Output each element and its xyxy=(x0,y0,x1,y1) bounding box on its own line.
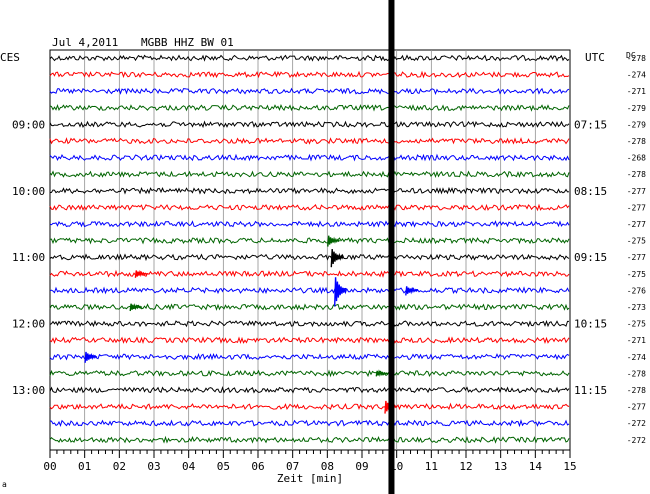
right-time-label: 11:15 xyxy=(574,384,607,397)
dc-offset-label: -278 xyxy=(627,386,646,395)
right-time-label: 09:15 xyxy=(574,251,607,264)
x-tick-label: 07 xyxy=(286,460,299,473)
seismic-trace xyxy=(49,103,570,112)
x-tick-label: 00 xyxy=(43,460,56,473)
seismic-trace xyxy=(49,385,570,394)
chart-station: MGBB HHZ BW 01 xyxy=(141,36,234,49)
dc-offset-label: -275 xyxy=(627,320,646,329)
left-time-label: 12:00 xyxy=(12,318,45,331)
dc-offset-label: -279 xyxy=(627,104,646,113)
x-tick-label: 13 xyxy=(494,460,507,473)
right-time-label: 08:15 xyxy=(574,185,607,198)
dc-offset-label: -277 xyxy=(627,220,646,229)
seismic-event xyxy=(405,286,418,296)
dc-offset-label: -278 xyxy=(627,369,646,378)
left-time-label: 09:00 xyxy=(12,118,45,131)
dc-offset-label: -277 xyxy=(627,187,646,196)
x-tick-label: 03 xyxy=(147,460,160,473)
plot-frame xyxy=(49,49,571,451)
seismic-event xyxy=(330,248,344,268)
dc-label: DC xyxy=(626,51,636,60)
seismic-trace xyxy=(49,402,570,411)
seismic-event xyxy=(84,351,98,363)
seismic-trace xyxy=(49,319,569,328)
dc-offset-label: -279 xyxy=(627,120,646,129)
x-tick-label: 12 xyxy=(459,460,472,473)
seismic-trace xyxy=(49,352,570,361)
seismic-trace xyxy=(49,203,570,212)
corner-mark: a xyxy=(2,480,7,489)
dc-offset-label: -275 xyxy=(627,270,646,279)
dc-offset-label: -272 xyxy=(627,436,646,445)
seismic-trace xyxy=(49,336,570,345)
x-tick-label: 02 xyxy=(113,460,126,473)
seismic-trace xyxy=(49,286,570,295)
seismic-trace xyxy=(49,186,570,195)
seismic-trace xyxy=(49,54,570,62)
seismic-trace xyxy=(49,369,570,378)
x-tick-label: 06 xyxy=(251,460,264,473)
x-tick-label: 14 xyxy=(529,460,543,473)
dc-offset-label: -271 xyxy=(627,336,646,345)
seismic-trace xyxy=(49,87,570,95)
dc-offset-label: -275 xyxy=(627,237,646,246)
dc-offset-label: -268 xyxy=(627,154,646,163)
x-tick-label: 01 xyxy=(78,460,91,473)
seismic-trace xyxy=(49,419,570,428)
seismic-trace xyxy=(49,220,570,228)
seismic-trace xyxy=(49,170,570,178)
dc-offset-label: -278 xyxy=(627,137,646,146)
seismic-trace xyxy=(49,120,570,129)
x-tick-label: 09 xyxy=(355,460,368,473)
right-time-label: 07:15 xyxy=(574,118,607,131)
dc-offset-label: -272 xyxy=(627,419,646,428)
right-axis-label: UTC xyxy=(585,51,605,64)
seismic-trace xyxy=(49,303,570,311)
x-tick-label: 05 xyxy=(217,460,230,473)
left-axis-label: CES xyxy=(0,51,20,64)
x-tick-label: 15 xyxy=(563,460,576,473)
seismic-event xyxy=(129,303,143,312)
seismic-event xyxy=(375,369,389,377)
left-time-label: 13:00 xyxy=(12,384,45,397)
dc-offset-label: -278 xyxy=(627,54,646,63)
seismic-trace xyxy=(49,253,570,262)
seismic-event xyxy=(327,235,340,247)
seismic-event xyxy=(134,269,148,278)
x-axis-label: Zeit [min] xyxy=(277,472,343,485)
dc-offset-label: -274 xyxy=(627,71,646,80)
seismic-event xyxy=(334,277,348,307)
x-tick-label: 11 xyxy=(425,460,438,473)
left-time-label: 11:00 xyxy=(12,251,45,264)
dc-offset-label: -274 xyxy=(627,353,646,362)
dc-offset-label: -277 xyxy=(627,253,646,262)
seismic-trace xyxy=(49,236,570,245)
dc-offset-label: -278 xyxy=(627,170,646,179)
dc-offset-label: -273 xyxy=(627,303,646,312)
dc-offset-label: -271 xyxy=(627,87,646,96)
x-tick-label: 08 xyxy=(321,460,334,473)
seismic-trace xyxy=(49,269,570,278)
dc-offset-label: -277 xyxy=(627,203,646,212)
x-tick-label: 04 xyxy=(182,460,196,473)
seismic-trace xyxy=(49,435,570,444)
right-time-label: 10:15 xyxy=(574,318,607,331)
seismic-trace xyxy=(49,137,570,145)
seismic-trace xyxy=(49,70,570,79)
chart-date: Jul 4,2011 xyxy=(52,36,118,49)
dc-offset-label: -277 xyxy=(627,403,646,412)
left-time-label: 10:00 xyxy=(12,185,45,198)
dc-offset-label: -276 xyxy=(627,286,646,295)
seismic-trace xyxy=(49,153,570,162)
